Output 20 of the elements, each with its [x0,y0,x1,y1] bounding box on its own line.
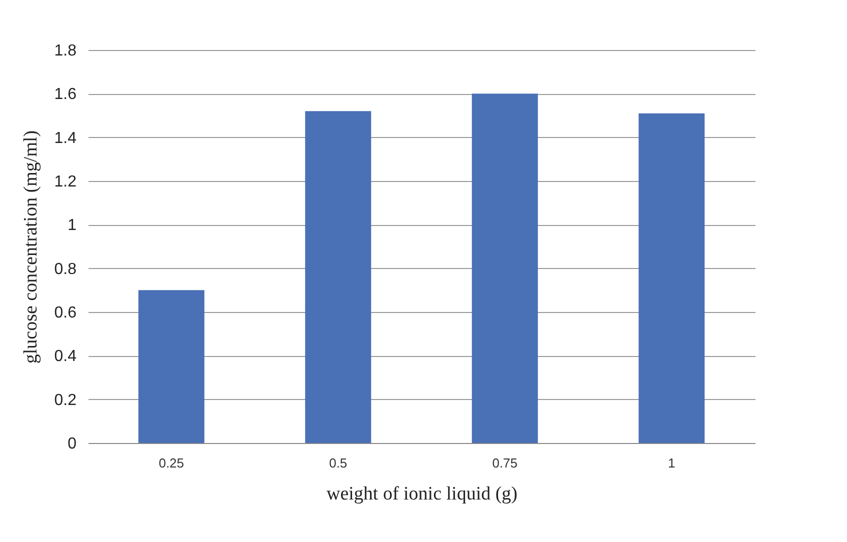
y-tick-label: 0 [68,436,77,452]
bar [638,113,705,443]
y-tick-label: 1.8 [54,42,77,60]
y-tick-label: 1.6 [54,86,77,104]
y-tick-label: 0.4 [54,348,77,366]
x-axis-title: weight of ionic liquid (g) [326,484,518,504]
x-tick-label: 1 [668,456,676,470]
y-tick-label: 1 [68,217,77,234]
y-tick-label: 0.6 [54,304,77,322]
y-axis-title: glucose concentration (mg/ml) [20,130,42,364]
bar [138,290,204,443]
y-tick-label: 1.4 [54,130,77,147]
y-tick-label: 0.8 [54,260,77,278]
y-tick-label: 1.2 [54,174,77,190]
y-tick-label: 0.2 [54,392,77,409]
bar [305,111,372,443]
x-tick-label: 0.25 [158,456,184,470]
bar [472,94,538,443]
x-tick-label: 0.75 [492,456,518,470]
x-tick-label: 0.5 [329,456,348,470]
